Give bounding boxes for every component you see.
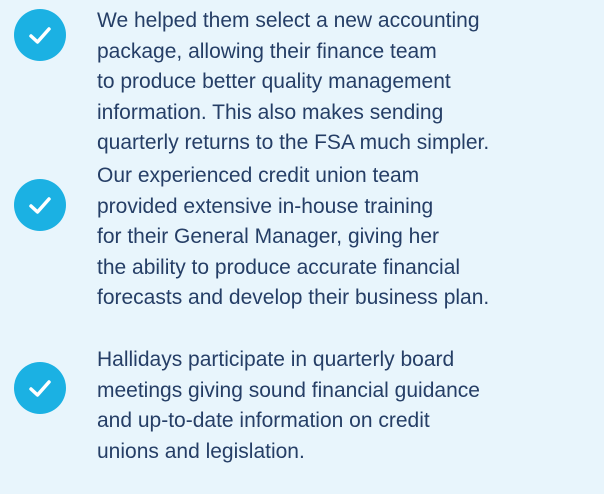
- benefit-text: Our experienced credit union team provide…: [97, 161, 489, 314]
- text-line: unions and legislation.: [97, 439, 305, 463]
- text-line: We helped them select a new accounting: [97, 9, 480, 32]
- text-line: the ability to produce accurate financia…: [97, 255, 461, 279]
- check-icon: [14, 9, 66, 61]
- text-line: meetings giving sound financial guidance: [97, 378, 480, 402]
- text-line: package, allowing their finance team: [97, 39, 437, 63]
- text-line: information. This also makes sending: [97, 100, 444, 124]
- text-line: Hallidays participate in quarterly board: [97, 348, 455, 371]
- text-line: quarterly returns to the FSA much simple…: [97, 131, 490, 154]
- check-icon: [14, 362, 66, 414]
- check-icon: [14, 179, 66, 231]
- text-line: forecasts and develop their business pla…: [97, 286, 490, 309]
- text-line: Our experienced credit union team: [97, 164, 420, 187]
- text-line: and up-to-date information on credit: [97, 409, 430, 432]
- text-line: for their General Manager, giving her: [97, 225, 440, 248]
- benefit-text: Hallidays participate in quarterly board…: [97, 345, 480, 467]
- text-line: provided extensive in-house training: [97, 194, 434, 218]
- text-line: to produce better quality management: [97, 70, 451, 93]
- benefit-text: We helped them select a new accounting pa…: [97, 6, 489, 159]
